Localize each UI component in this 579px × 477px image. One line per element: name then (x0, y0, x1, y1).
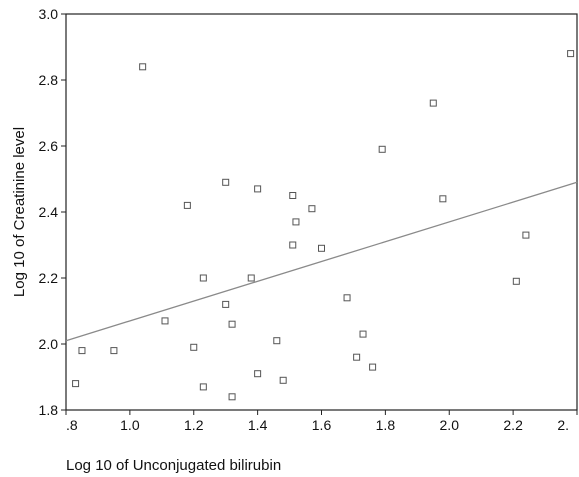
x-tick-label: .8 (66, 417, 78, 433)
y-tick-label: 3.0 (39, 6, 59, 22)
data-point (359, 330, 367, 338)
data-point (161, 317, 169, 325)
regression-line (65, 181, 578, 342)
x-tick-label: 1.4 (248, 417, 268, 433)
y-tick-label: 2.6 (39, 138, 59, 154)
data-point (308, 205, 316, 213)
data-point (78, 347, 86, 355)
data-point (429, 99, 437, 107)
data-point (292, 218, 300, 226)
data-point (522, 231, 530, 239)
x-tick-label: 2. (557, 417, 569, 433)
data-point (279, 376, 287, 384)
data-point (110, 347, 118, 355)
data-point (228, 320, 236, 328)
data-point (183, 201, 191, 209)
data-point (273, 337, 281, 345)
data-point (289, 192, 297, 199)
x-tick-label: 2.2 (503, 417, 523, 433)
data-point (254, 185, 262, 193)
y-tick-label: 1.8 (39, 402, 59, 418)
y-tick-label: 2.4 (39, 204, 59, 220)
y-tick-label: 2.8 (39, 72, 59, 88)
data-point (222, 178, 230, 186)
data-point (289, 241, 297, 249)
y-tick-label: 2.0 (39, 336, 59, 352)
data-point (512, 277, 520, 285)
x-tick-label: 1.8 (376, 417, 396, 433)
data-point (222, 300, 230, 308)
plot-frame (65, 13, 578, 411)
x-tick-label: 1.0 (120, 417, 140, 433)
data-point (353, 353, 361, 361)
x-axis: .8 1.0 1.2 1.4 1.6 1.8 2.0 2.2 2. (65, 410, 578, 433)
x-axis-title: Log 10 of Unconjugated bilirubin (66, 457, 281, 474)
x-tick-label: 1.2 (184, 417, 204, 433)
data-points (72, 50, 575, 401)
data-point (199, 274, 207, 282)
data-point (72, 380, 80, 388)
data-point (318, 244, 325, 252)
data-point (378, 145, 386, 153)
data-point (439, 195, 447, 203)
data-point (254, 370, 262, 378)
data-point (247, 274, 255, 282)
data-point (199, 383, 207, 391)
y-axis: 1.8 2.0 2.2 2.4 2.6 2.8 3.0 (39, 6, 66, 418)
data-point (343, 294, 351, 302)
data-point (567, 50, 575, 58)
y-axis-title: Log 10 of Creatinine level (11, 127, 28, 297)
data-point (228, 393, 236, 401)
data-point (369, 363, 377, 371)
x-tick-label: 2.0 (440, 417, 460, 433)
data-point (190, 343, 198, 351)
x-tick-label: 1.6 (312, 417, 332, 433)
data-point (139, 63, 147, 71)
y-tick-label: 2.2 (39, 270, 59, 286)
